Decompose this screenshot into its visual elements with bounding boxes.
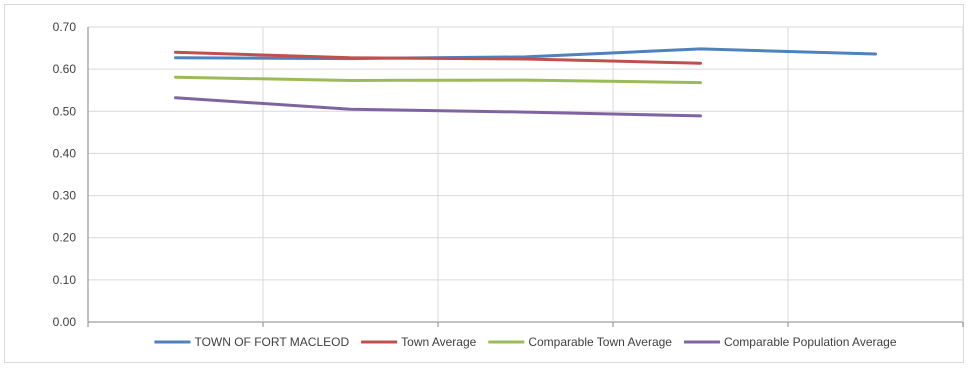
y-tick-label: 0.00 xyxy=(53,315,77,329)
series-lines xyxy=(174,47,877,118)
legend-label-1: Town Average xyxy=(401,335,476,349)
y-tick-label: 0.20 xyxy=(53,231,77,245)
y-tick-label: 0.40 xyxy=(53,146,77,160)
y-tick-label: 0.30 xyxy=(53,189,77,203)
legend: TOWN OF FORT MACLEOD Town Average Comparab… xyxy=(154,335,897,349)
series-line-2 xyxy=(174,75,702,85)
y-tick-label: 0.70 xyxy=(53,20,77,34)
y-axis-ticks: 0.00 0.10 0.20 0.30 0.40 0.50 0.60 0.70 xyxy=(53,20,77,329)
series-line-1 xyxy=(174,50,702,65)
y-tick-label: 0.60 xyxy=(53,62,77,76)
y-tick-label: 0.10 xyxy=(53,273,77,287)
y-tick-label: 0.50 xyxy=(53,104,77,118)
gridlines xyxy=(87,26,964,327)
legend-label-2: Comparable Town Average xyxy=(528,335,672,349)
series-line-0 xyxy=(174,47,877,61)
legend-label-0: TOWN OF FORT MACLEOD xyxy=(194,335,349,349)
legend-label-3: Comparable Population Average xyxy=(724,335,897,349)
series-line-3 xyxy=(174,96,702,118)
